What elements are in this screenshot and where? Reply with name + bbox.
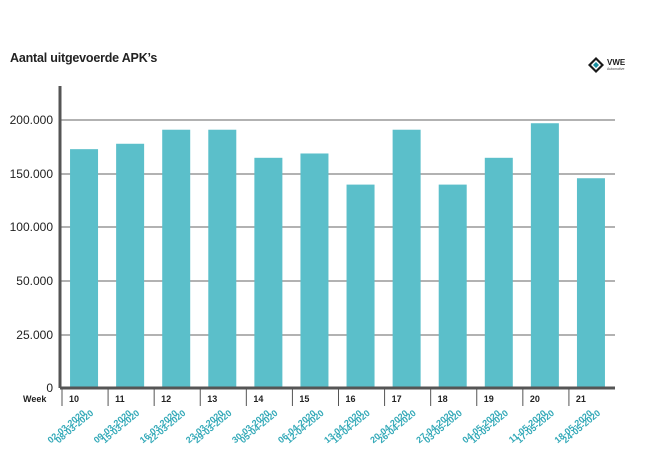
logo-tagline: Automotive (607, 67, 625, 71)
bar (162, 129, 191, 388)
bar (530, 123, 559, 389)
bar (576, 178, 605, 388)
x-tick-label: 17 (392, 394, 402, 404)
x-tick-label: 12 (161, 394, 171, 404)
bar (254, 157, 283, 388)
bar (392, 129, 421, 388)
x-axis-label: Week (23, 394, 47, 404)
vwe-logo: VWE Automotive (588, 56, 636, 76)
bar (438, 184, 467, 388)
x-tick-label: 20 (530, 394, 540, 404)
x-tick-label: 19 (484, 394, 494, 404)
y-tick-label: 0 (46, 381, 53, 395)
y-tick-label: 150.000 (10, 167, 54, 181)
logo-brand: VWE (607, 58, 626, 67)
bar (300, 153, 329, 388)
x-tick-label: 15 (299, 394, 309, 404)
y-tick-label: 200.000 (10, 113, 54, 127)
chart-title: Aantal uitgevoerde APK’s (10, 51, 158, 65)
bar (484, 157, 513, 388)
y-tick-label: 100.000 (10, 220, 54, 234)
x-tick-label: 10 (69, 394, 79, 404)
bar (208, 129, 237, 388)
x-tick-label: 11 (115, 394, 125, 404)
x-tick-label: 18 (438, 394, 448, 404)
x-tick-label: 21 (576, 394, 586, 404)
y-tick-label: 50.000 (16, 274, 53, 288)
vwe-logo-icon (588, 57, 604, 73)
x-tick-label: 16 (346, 394, 356, 404)
bar (70, 149, 99, 388)
bar (346, 184, 375, 388)
y-tick-label: 25.000 (16, 328, 53, 342)
x-tick-label: 13 (207, 394, 217, 404)
x-tick-label: 14 (253, 394, 263, 404)
bar (116, 143, 145, 388)
